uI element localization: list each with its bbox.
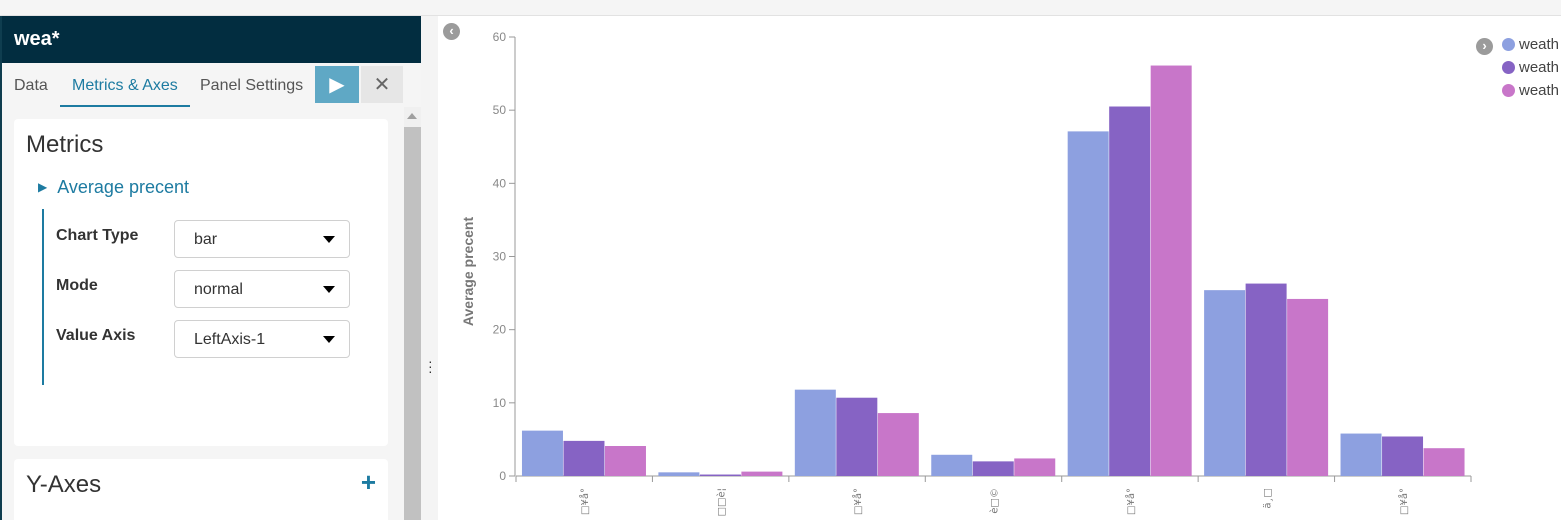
mode-select[interactable]: normal <box>174 270 350 308</box>
bar <box>1014 458 1056 476</box>
legend-dot-icon <box>1502 61 1515 74</box>
editor-tabs: Data Metrics & Axes Panel Settings ▶ ✕ <box>2 63 421 107</box>
metrics-panel: Metrics ▶ Average precent Chart Type bar … <box>14 119 388 446</box>
bar-chart: 0 10 20 30 40 50 60 Average precent □¥å° □□è¦ □¥å°… <box>460 30 1472 516</box>
y-axes-panel: Y-Axes + <box>14 459 388 520</box>
bar <box>931 454 973 476</box>
metric-toggle[interactable]: ▶ Average precent <box>38 177 189 198</box>
bar <box>794 389 836 476</box>
legend-dot-icon <box>1502 84 1515 97</box>
scrollbar-thumb[interactable] <box>404 127 421 520</box>
bar <box>604 446 646 476</box>
bar <box>1382 436 1424 476</box>
chevron-down-icon <box>323 286 335 293</box>
x-tick-label: ä¸□ <box>1262 488 1273 509</box>
bar <box>1287 298 1329 476</box>
sidebar-scrollbar[interactable] <box>404 107 421 520</box>
x-tick-label: □¥å° <box>1124 488 1137 515</box>
bar <box>563 440 605 476</box>
toggle-legend-icon[interactable]: › <box>1476 38 1493 55</box>
chevron-down-icon <box>323 336 335 343</box>
tab-panel-settings[interactable]: Panel Settings <box>200 77 304 94</box>
y-tick-label: 30 <box>493 250 507 264</box>
chart-area: ‹ 0 10 20 30 40 50 60 Average precent □¥å° □□è¦ □¥… <box>438 16 1561 520</box>
apply-changes-button[interactable]: ▶ <box>315 66 359 103</box>
bar <box>741 471 783 476</box>
chart-type-label: Chart Type <box>56 227 139 244</box>
y-tick-label: 50 <box>493 103 507 117</box>
bar <box>1340 433 1382 476</box>
play-icon: ▶ <box>329 74 345 96</box>
y-tick-label: 40 <box>493 176 507 190</box>
panel-resizer[interactable]: · · · <box>421 16 438 520</box>
x-tick-label: □□è¦ <box>716 488 728 516</box>
chevron-down-icon <box>323 236 335 243</box>
metrics-title: Metrics <box>26 131 104 158</box>
bar <box>1204 290 1246 476</box>
bar <box>1109 106 1151 476</box>
tab-metrics-axes[interactable]: Metrics & Axes <box>60 63 190 107</box>
close-icon: ✕ <box>373 74 391 96</box>
y-tick-label: 0 <box>499 469 506 483</box>
discard-changes-button[interactable]: ✕ <box>361 66 403 103</box>
value-axis-value: LeftAxis-1 <box>194 331 266 348</box>
bar <box>877 413 919 476</box>
caret-right-icon: ▶ <box>38 180 48 194</box>
legend-label: weath <box>1519 36 1560 53</box>
visualization-title: wea* <box>2 16 421 63</box>
y-axis-title: Average precent <box>460 217 476 327</box>
x-tick-label: □¥å° <box>851 488 864 515</box>
mode-label: Mode <box>56 277 98 294</box>
bar <box>658 472 700 476</box>
top-bar <box>0 0 1561 16</box>
value-axis-select[interactable]: LeftAxis-1 <box>174 320 350 358</box>
x-tick-label: è□© <box>989 488 1001 514</box>
bar <box>972 461 1014 476</box>
tab-data[interactable]: Data <box>14 77 48 94</box>
y-tick-label: 60 <box>493 30 507 44</box>
bar <box>1245 283 1287 476</box>
chart-type-value: bar <box>194 231 218 248</box>
y-axes-title: Y-Axes <box>26 471 102 498</box>
drag-handle-icon[interactable]: · · · <box>428 353 433 379</box>
scroll-up-arrow-icon[interactable] <box>407 113 417 119</box>
bar <box>1150 65 1192 476</box>
y-tick-label: 10 <box>493 396 507 410</box>
value-axis-label: Value Axis <box>56 327 136 344</box>
bar <box>1067 131 1109 476</box>
collapse-left-icon[interactable]: ‹ <box>443 23 460 40</box>
bar <box>521 430 563 476</box>
metric-group-line <box>42 209 44 385</box>
x-tick-label: □¥å° <box>1397 488 1410 515</box>
mode-value: normal <box>194 281 243 298</box>
bar <box>1423 448 1465 476</box>
sidebar-content: Metrics ▶ Average precent Chart Type bar … <box>2 107 421 520</box>
legend-dot-icon <box>1502 38 1515 51</box>
legend-label: weath <box>1519 59 1560 76</box>
x-tick-label: □¥å° <box>578 488 591 515</box>
bar <box>699 474 741 476</box>
editor-sidebar: wea* Data Metrics & Axes Panel Settings … <box>0 16 421 520</box>
metric-label: Average precent <box>57 177 189 197</box>
bar <box>836 397 878 476</box>
legend-label: weath <box>1519 82 1560 99</box>
y-tick-label: 20 <box>493 323 507 337</box>
chart-type-select[interactable]: bar <box>174 220 350 258</box>
add-y-axis-button[interactable]: + <box>360 467 376 497</box>
